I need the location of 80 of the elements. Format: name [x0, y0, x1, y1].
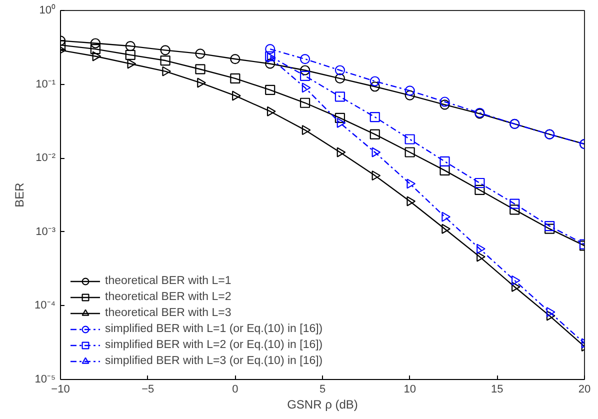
point	[232, 90, 241, 101]
point	[510, 198, 520, 209]
point	[265, 58, 276, 69]
point	[230, 54, 240, 64]
legend-label: theoretical BER with L=3	[105, 306, 232, 321]
y-tick-label: 10⁻³	[36, 226, 56, 238]
y-tick-label: 10⁰	[39, 4, 56, 16]
legend-label: theoretical BER with L=1	[105, 274, 232, 289]
point	[90, 38, 100, 48]
legend-label: simplified BER with L=3 (or Eq.(10) in [16])	[105, 354, 323, 369]
y-tick-label: 10⁻²	[36, 152, 56, 164]
point	[442, 224, 451, 234]
x-tick-label: −10	[51, 384, 70, 396]
legend-label: simplified BER with L=2 (or Eq.(10) in [16])	[105, 338, 323, 353]
point	[336, 118, 346, 128]
point	[442, 212, 451, 222]
x-tick-label: 0	[232, 384, 238, 396]
point	[406, 178, 416, 189]
point	[546, 307, 556, 318]
point	[404, 86, 415, 96]
y-tick-label: 10⁻¹	[36, 78, 56, 90]
point	[300, 98, 310, 108]
point	[90, 44, 100, 54]
x-tick-label: −5	[142, 384, 154, 396]
point	[370, 82, 380, 92]
point	[300, 65, 310, 76]
point	[92, 51, 102, 62]
point	[127, 58, 136, 69]
point	[334, 112, 346, 123]
point	[440, 156, 450, 167]
x-tick-label: 15	[491, 384, 504, 396]
point	[266, 106, 276, 116]
x-tick-label: 5	[319, 384, 326, 396]
point	[334, 92, 346, 102]
y-tick-label: 10⁻⁵	[34, 374, 56, 386]
point	[162, 66, 172, 76]
point	[195, 48, 206, 59]
point	[404, 134, 415, 144]
legend-label: theoretical BER with L=2	[105, 290, 232, 305]
point	[476, 252, 486, 262]
point	[404, 90, 415, 100]
point	[265, 84, 276, 95]
point	[125, 40, 136, 52]
point	[474, 178, 485, 188]
x-tick-label: 10	[404, 384, 416, 396]
point	[195, 64, 206, 74]
point	[406, 196, 416, 206]
point	[336, 147, 346, 158]
point	[404, 147, 415, 158]
point	[160, 55, 170, 66]
point	[300, 70, 310, 81]
point	[440, 96, 450, 107]
y-axis-title: BER	[12, 182, 27, 208]
y-tick-label: 10⁻⁴	[34, 300, 56, 312]
point	[334, 65, 346, 76]
point	[544, 221, 555, 232]
point	[334, 73, 346, 84]
point	[197, 78, 206, 88]
x-tick-label: 20	[578, 384, 591, 396]
point	[160, 45, 170, 56]
point	[370, 112, 380, 122]
point	[230, 73, 240, 84]
point	[474, 184, 485, 196]
point	[476, 244, 486, 254]
point	[372, 170, 381, 181]
point	[265, 44, 276, 54]
point	[511, 275, 520, 286]
point	[302, 82, 311, 93]
point	[370, 129, 380, 140]
point	[300, 54, 310, 64]
legend-label: simplified BER with L=1 (or Eq.(10) in [16])	[105, 322, 323, 337]
point	[372, 147, 381, 158]
point	[125, 50, 136, 60]
point	[440, 100, 450, 110]
point	[546, 310, 556, 321]
point	[370, 76, 380, 86]
point	[511, 282, 520, 292]
point	[510, 204, 520, 215]
point	[302, 124, 311, 136]
x-axis-title: GSNR ρ (dB)	[287, 398, 358, 412]
